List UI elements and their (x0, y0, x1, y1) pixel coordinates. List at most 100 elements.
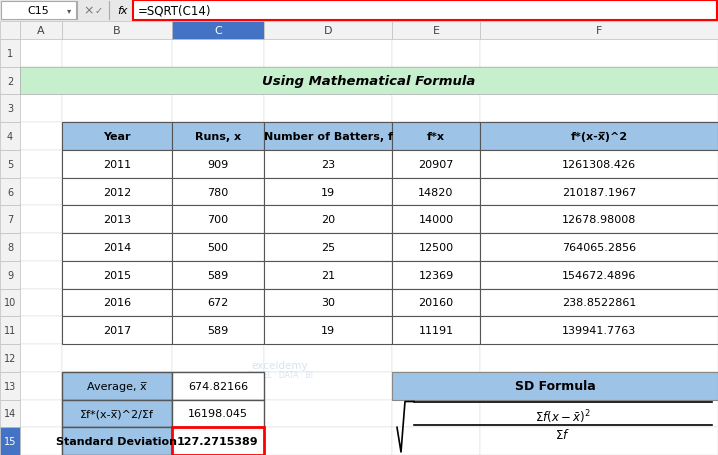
Bar (0, 40, 20, 68)
Bar (172, 95, 264, 123)
Text: 500: 500 (208, 243, 228, 253)
Text: Average, x̅: Average, x̅ (87, 381, 146, 391)
Bar (392, 123, 480, 151)
Bar (62, 206, 172, 233)
Bar (172, 68, 264, 95)
Bar (62, 233, 172, 261)
Bar (172, 399, 264, 427)
Bar (62, 289, 172, 317)
Bar (62, 178, 172, 206)
Text: 674.82166: 674.82166 (188, 381, 248, 391)
Bar (480, 317, 718, 344)
Bar (480, 427, 718, 455)
Bar (392, 68, 480, 95)
Text: 154672.4896: 154672.4896 (561, 270, 636, 280)
Bar (264, 233, 392, 261)
Bar (62, 123, 172, 151)
Bar (0, 68, 20, 95)
Bar (62, 317, 172, 344)
Bar (62, 289, 172, 317)
Bar (172, 372, 264, 399)
Bar (172, 427, 264, 455)
Bar (264, 344, 392, 372)
Bar (172, 344, 264, 372)
Bar (62, 22, 172, 40)
Text: 127.2715389: 127.2715389 (177, 436, 258, 446)
Bar (264, 178, 392, 206)
Bar (0, 317, 20, 344)
Bar (264, 95, 392, 123)
Bar (0, 95, 20, 123)
Bar (264, 22, 392, 40)
Text: 20160: 20160 (419, 298, 454, 308)
Text: 12369: 12369 (419, 270, 454, 280)
Bar (392, 151, 480, 178)
Text: $\Sigma f(x-\bar{x})^2$: $\Sigma f(x-\bar{x})^2$ (535, 408, 591, 425)
Bar (172, 317, 264, 344)
Bar (392, 261, 480, 289)
Text: 20907: 20907 (419, 159, 454, 169)
Text: B: B (113, 26, 121, 36)
Text: 238.8522861: 238.8522861 (561, 298, 636, 308)
Text: exceldemy: exceldemy (252, 360, 308, 370)
Bar (392, 289, 480, 317)
Text: 2016: 2016 (103, 298, 131, 308)
Text: 10: 10 (4, 298, 16, 308)
Bar (392, 317, 480, 344)
Text: 2013: 2013 (103, 215, 131, 225)
Bar (392, 178, 480, 206)
Bar (172, 289, 264, 317)
Bar (0, 399, 20, 427)
Bar (392, 344, 480, 372)
Bar (480, 372, 718, 399)
Bar (392, 233, 480, 261)
Text: $\Sigma f$: $\Sigma f$ (556, 427, 571, 441)
Text: 12500: 12500 (419, 243, 454, 253)
Text: 1: 1 (7, 49, 13, 59)
Text: 2017: 2017 (103, 325, 131, 335)
Bar (0, 372, 20, 399)
Bar (392, 40, 480, 68)
Bar (480, 123, 718, 151)
Bar (392, 123, 480, 151)
Bar (392, 206, 480, 233)
Bar (264, 289, 392, 317)
Text: 139941.7763: 139941.7763 (562, 325, 636, 335)
Text: A: A (37, 26, 45, 36)
Bar (264, 317, 392, 344)
Bar (264, 317, 392, 344)
Bar (20, 123, 62, 151)
Text: 6: 6 (7, 187, 13, 197)
Bar (392, 399, 480, 427)
Text: 8: 8 (7, 243, 13, 253)
Bar (0, 427, 20, 455)
Text: 2014: 2014 (103, 243, 131, 253)
Text: 4: 4 (7, 132, 13, 142)
Bar (392, 151, 480, 178)
Bar (172, 40, 264, 68)
Bar (264, 289, 392, 317)
Bar (62, 40, 172, 68)
Bar (480, 261, 718, 289)
Bar (172, 427, 264, 455)
Bar (172, 151, 264, 178)
Bar (264, 151, 392, 178)
Text: 30: 30 (321, 298, 335, 308)
Bar (480, 289, 718, 317)
Bar (62, 261, 172, 289)
Bar (20, 40, 62, 68)
Bar (392, 372, 480, 399)
Bar (264, 206, 392, 233)
Bar (480, 178, 718, 206)
Text: 14000: 14000 (419, 215, 454, 225)
Bar (392, 206, 480, 233)
Text: 2011: 2011 (103, 159, 131, 169)
Bar (480, 399, 718, 427)
Bar (392, 95, 480, 123)
Bar (20, 344, 62, 372)
Bar (20, 289, 62, 317)
Bar (172, 22, 264, 40)
Bar (62, 399, 172, 427)
Bar (480, 289, 718, 317)
Bar (20, 427, 62, 455)
